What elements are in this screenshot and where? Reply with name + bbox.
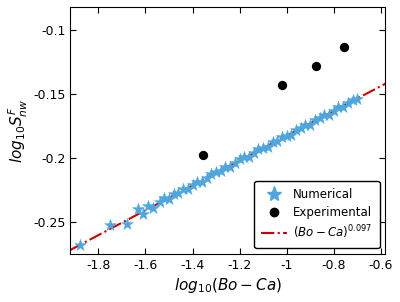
Point: [298, 126, 304, 131]
Point: [166, 197, 172, 201]
Point: [76, 243, 83, 247]
Point: [175, 191, 182, 195]
Point: [354, 96, 360, 101]
Point: [312, 117, 318, 122]
Point: [265, 145, 271, 149]
Point: [330, 108, 337, 113]
Point: [161, 195, 168, 200]
Point: [279, 135, 285, 140]
Point: [316, 116, 323, 121]
Point: [241, 154, 248, 159]
Point: [107, 223, 113, 227]
Point: [279, 83, 285, 88]
Point: [180, 187, 186, 191]
Point: [302, 122, 309, 127]
Point: [222, 164, 229, 169]
Point: [345, 101, 351, 106]
Point: [232, 161, 238, 165]
Point: [307, 122, 313, 127]
Point: [199, 179, 205, 184]
Legend: Numerical, Experimental, $\mathit{(Bo-Ca)^{0.097}}$: Numerical, Experimental, $\mathit{(Bo-Ca…: [254, 181, 380, 248]
Point: [250, 151, 257, 156]
Point: [313, 63, 319, 68]
Point: [321, 112, 328, 117]
Point: [246, 155, 252, 159]
Point: [189, 183, 196, 188]
Point: [227, 165, 233, 169]
Point: [326, 112, 332, 117]
Point: [284, 133, 290, 138]
Point: [260, 146, 266, 151]
Point: [204, 175, 210, 180]
Point: [341, 44, 348, 49]
Point: [335, 105, 342, 110]
Point: [135, 207, 142, 211]
Point: [213, 169, 219, 174]
Point: [269, 140, 276, 144]
Point: [200, 153, 206, 158]
Point: [288, 132, 294, 137]
Y-axis label: $\mathit{log_{10}S^F_{nw}}$: $\mathit{log_{10}S^F_{nw}}$: [7, 98, 30, 163]
Point: [170, 192, 177, 197]
Point: [293, 127, 299, 132]
Point: [140, 212, 146, 217]
Point: [145, 204, 151, 209]
Point: [274, 138, 280, 143]
Point: [156, 199, 163, 204]
Point: [349, 97, 356, 102]
Point: [194, 179, 200, 184]
Point: [255, 147, 262, 152]
Point: [340, 105, 346, 110]
Point: [124, 222, 130, 226]
Point: [185, 187, 191, 192]
Point: [208, 172, 214, 177]
Point: [218, 168, 224, 173]
Point: [149, 205, 156, 210]
Point: [236, 157, 243, 162]
X-axis label: $\mathit{log_{10}(Bo-Ca)}$: $\mathit{log_{10}(Bo-Ca)}$: [174, 276, 282, 295]
